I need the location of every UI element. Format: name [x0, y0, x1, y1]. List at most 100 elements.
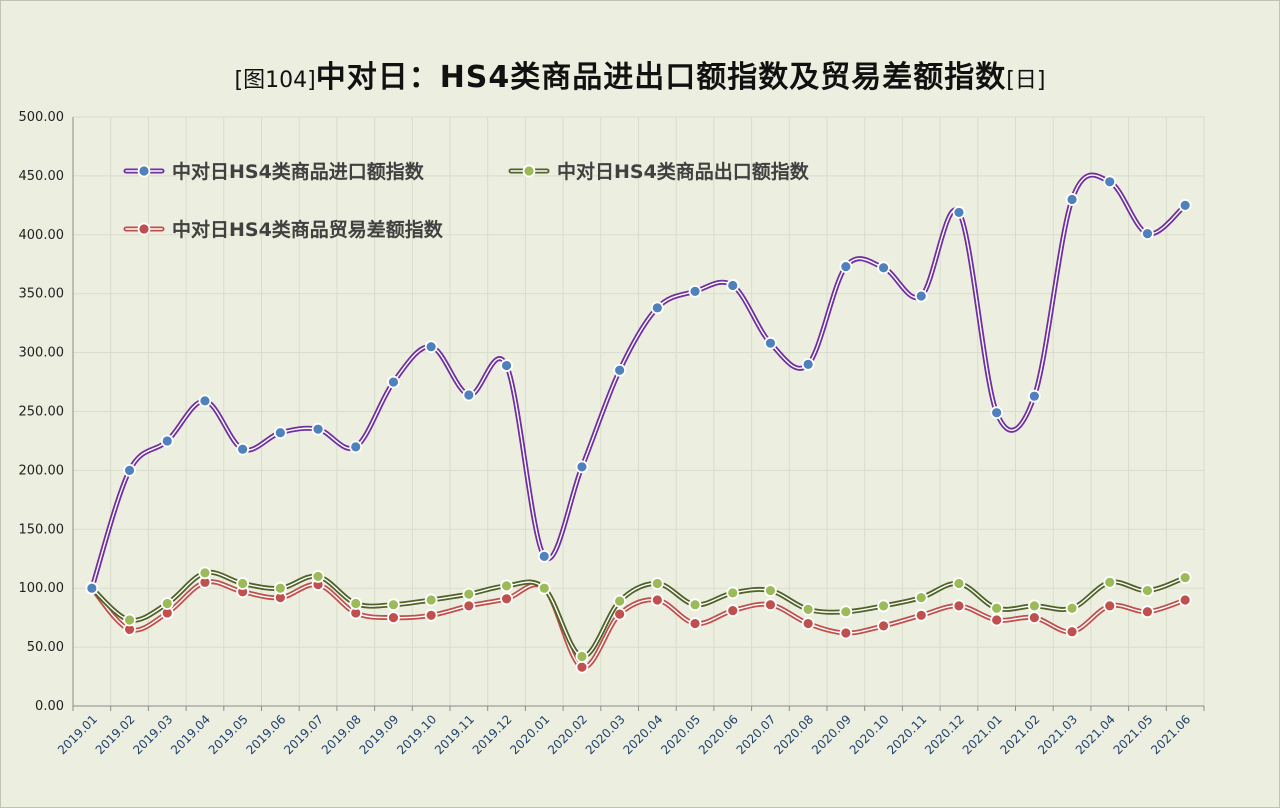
y-tick-label: 0.00	[35, 699, 64, 714]
data-point	[349, 440, 363, 454]
data-point	[1178, 198, 1192, 212]
y-tick-label: 50.00	[27, 640, 64, 655]
x-tick-label: 2021.01	[960, 712, 1005, 757]
data-point	[764, 584, 777, 597]
x-tick-label: 2020.01	[507, 712, 552, 757]
data-point	[273, 426, 287, 440]
x-tick-label: 2020.02	[545, 712, 590, 757]
data-point	[1027, 599, 1041, 613]
legend-label: 中对日HS4类商品出口额指数	[557, 160, 810, 183]
data-point	[1103, 599, 1117, 613]
data-point	[839, 605, 853, 619]
x-tick-label: 2020.08	[771, 712, 816, 757]
data-point	[914, 591, 928, 605]
data-point	[613, 607, 627, 621]
x-tick-label: 2020.11	[884, 712, 929, 757]
x-tick-label: 2020.10	[847, 712, 892, 757]
data-point	[273, 581, 287, 595]
data-point	[1178, 593, 1192, 607]
data-point	[877, 261, 890, 275]
legend-swatch-marker	[137, 164, 151, 178]
data-point	[123, 463, 136, 477]
x-tick-label: 2019.02	[93, 712, 138, 757]
x-tick-label: 2019.07	[281, 712, 326, 757]
series-1	[85, 172, 1192, 595]
y-tick-label: 500.00	[19, 110, 65, 125]
data-point	[387, 611, 400, 625]
data-point	[688, 617, 702, 630]
data-point	[500, 359, 513, 372]
series-2	[85, 566, 1192, 663]
data-point	[990, 613, 1004, 627]
data-point	[198, 394, 212, 408]
x-tick-label: 2019.11	[432, 712, 477, 757]
data-point	[1065, 193, 1079, 206]
data-point	[877, 619, 890, 633]
data-point	[688, 284, 702, 298]
x-tick-label: 2021.03	[1035, 712, 1080, 757]
x-tick-label: 2020.05	[658, 712, 703, 757]
x-tick-label: 2020.07	[734, 712, 779, 757]
chart-title-prefix: [图104]	[234, 68, 316, 93]
data-point	[160, 597, 174, 610]
data-point	[575, 460, 589, 474]
legend-swatch-marker	[137, 222, 151, 236]
data-point	[462, 388, 476, 402]
y-tick-label: 350.00	[19, 287, 65, 302]
data-point	[726, 604, 740, 617]
x-tick-label: 2019.08	[319, 712, 364, 757]
legend-label: 中对日HS4类商品贸易差额指数	[172, 218, 444, 241]
legend-label: 中对日HS4类商品进口额指数	[172, 160, 425, 183]
x-tick-label: 2019.12	[470, 712, 515, 757]
chart-title-suffix: [日]	[1006, 68, 1046, 93]
x-tick-labels: 2019.012019.022019.032019.042019.052019.…	[55, 712, 1193, 757]
data-point	[1103, 575, 1117, 589]
data-point	[952, 577, 966, 590]
data-point	[801, 617, 815, 630]
data-point	[952, 206, 966, 219]
series-3	[85, 575, 1192, 674]
x-tick-label: 2019.01	[55, 712, 100, 757]
data-point	[1103, 175, 1117, 189]
grid-lines	[73, 116, 1205, 706]
data-point	[424, 340, 438, 354]
y-tick-label: 400.00	[19, 228, 65, 243]
x-tick-label: 2019.06	[243, 712, 288, 757]
x-tick-label: 2020.06	[696, 712, 741, 757]
data-point	[575, 650, 589, 663]
y-tick-labels: 0.00 50.00 100.00 150.00 200.00 250.00 300.00 3…	[19, 110, 65, 714]
data-point	[1065, 625, 1079, 639]
legend-swatch-marker	[522, 164, 536, 178]
data-point	[85, 581, 99, 595]
data-point	[613, 594, 627, 608]
data-point	[462, 587, 476, 601]
data-point	[1065, 601, 1079, 615]
data-point	[537, 581, 551, 595]
data-point	[613, 363, 627, 377]
data-point	[688, 598, 702, 612]
data-point	[990, 406, 1004, 420]
x-tick-label: 2020.03	[583, 712, 628, 757]
legend: 中对日HS4类商品进口额指数 中对日HS4类商品出口额指数中对日HS4类商品贸易差…	[123, 160, 810, 241]
x-tick-label: 2020.04	[620, 712, 665, 757]
legend-item: 中对日HS4类商品出口额指数	[508, 160, 810, 183]
data-point	[726, 279, 740, 292]
x-tick-label: 2020.09	[809, 712, 854, 757]
data-point	[311, 422, 325, 436]
x-tick-label: 2019.09	[357, 712, 402, 757]
data-point	[387, 375, 400, 389]
data-point	[236, 577, 250, 590]
data-point	[650, 301, 664, 315]
y-tick-label: 250.00	[19, 405, 65, 420]
legend-item: 中对日HS4类商品进口额指数	[123, 160, 425, 183]
data-point	[160, 434, 174, 448]
data-point	[1027, 611, 1041, 625]
data-point	[349, 597, 363, 610]
y-tick-label: 200.00	[19, 463, 65, 478]
x-tick-label: 2021.02	[997, 712, 1042, 757]
legend-item: 中对日HS4类商品贸易差额指数	[123, 218, 444, 241]
data-point	[1141, 227, 1154, 241]
y-tick-label: 150.00	[19, 522, 65, 537]
x-tick-label: 2020.12	[922, 712, 967, 757]
